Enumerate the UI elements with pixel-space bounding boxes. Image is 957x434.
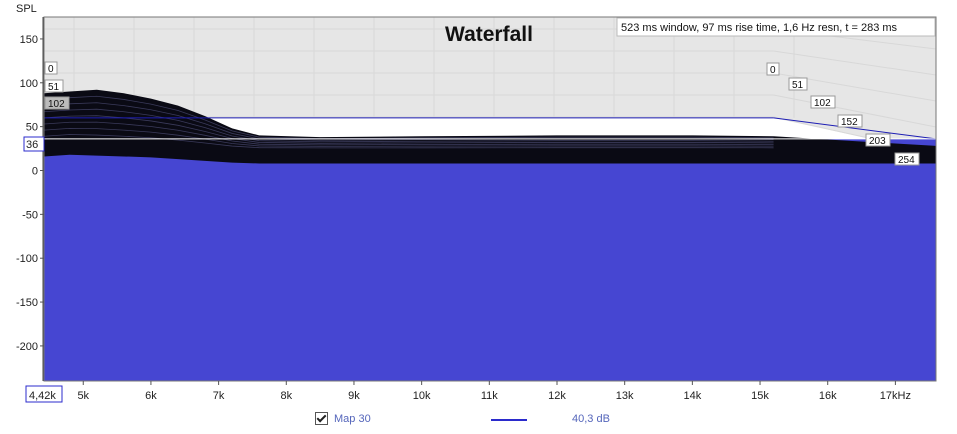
time-label: 51 <box>792 80 804 91</box>
legend-line-swatch <box>491 419 527 421</box>
time-label: 102 <box>814 98 831 109</box>
info-text: 523 ms window, 97 ms rise time, 1,6 Hz r… <box>621 22 898 34</box>
y-tick-label: -50 <box>22 209 38 221</box>
plot-border <box>43 16 937 382</box>
y-tick-labels: 150 100 50 0 -50 -100 -150 -200 <box>16 34 44 353</box>
time-label-box-left <box>44 79 64 93</box>
time-label: 254 <box>898 155 915 166</box>
waterfall-surface <box>43 89 937 164</box>
x-tick-label: 11k <box>481 390 498 402</box>
info-box <box>616 17 936 37</box>
x-start-label: 4,42k <box>29 390 56 402</box>
time-label-box <box>788 77 808 91</box>
back-grid-line <box>773 94 937 128</box>
y-cursor-box[interactable]: 36 <box>23 136 45 152</box>
time-label-left: 102 <box>48 99 65 110</box>
x-tick-label: 7k <box>213 390 225 402</box>
time-label-left: 0 <box>48 64 54 75</box>
legend-level-value: 40,3 dB <box>572 413 610 425</box>
x-tick-label: 12k <box>548 390 566 402</box>
legend-checkbox[interactable] <box>315 412 328 425</box>
x-tick-label: 6k <box>145 390 157 402</box>
y-tick-label: -200 <box>16 341 38 353</box>
y-tick-label: 0 <box>32 165 38 177</box>
surface-slice <box>43 127 774 147</box>
surface-slice <box>43 108 774 143</box>
back-grid-line <box>773 50 937 76</box>
time-label-box <box>810 95 836 109</box>
time-label-box <box>837 114 863 128</box>
x-tick-label: 15k <box>751 390 769 402</box>
time-labels: 0 51 102 152 203 254 0 51 102 <box>44 61 920 166</box>
time-label-box <box>894 152 920 166</box>
x-tick-label: 10k <box>413 390 431 402</box>
fill-region <box>44 138 936 381</box>
x-tick-label: 8k <box>280 390 292 402</box>
time-label: 0 <box>770 65 776 76</box>
x-tick-labels: 5k 6k 7k 8k 9k 10k 11k 12k 13k 14k 15k 16k 17kHz <box>77 381 911 402</box>
legend: Map 30 40,3 dB <box>0 409 957 431</box>
legend-series-name: Map 30 <box>334 413 371 425</box>
y-cursor-label: 36 <box>26 139 38 151</box>
x-tick-label: 14k <box>683 390 701 402</box>
x-tick-label: 16k <box>819 390 837 402</box>
time-label-box <box>865 133 891 147</box>
plot-frame <box>42 16 937 382</box>
y-axis-label: SPL <box>16 3 37 15</box>
x-tick-label: 13k <box>616 390 634 402</box>
x-tick-label: 9k <box>348 390 360 402</box>
surface-slice <box>43 134 774 149</box>
x-tick-label: 17kHz <box>880 390 911 402</box>
x-start-box[interactable]: 4,42k <box>25 385 63 403</box>
y-tick-label: 150 <box>20 34 38 46</box>
chart-title: Waterfall <box>445 23 533 46</box>
time-label: 203 <box>869 136 886 147</box>
surface-body <box>44 89 936 164</box>
surface-slice <box>43 95 774 140</box>
time-label-box <box>766 62 780 76</box>
time-label: 152 <box>841 117 858 128</box>
time-label-box-left <box>44 61 58 75</box>
y-tick-label: 100 <box>20 78 38 90</box>
time-label-box-left <box>44 96 70 110</box>
front-slice-line <box>773 117 937 140</box>
fill-area <box>44 138 936 381</box>
y-tick-label: -150 <box>16 297 38 309</box>
surface-slice <box>43 115 774 144</box>
y-tick-label: -100 <box>16 253 38 265</box>
x-tick-label: 5k <box>77 390 89 402</box>
y-tick-label: 50 <box>26 122 38 134</box>
surface-slice <box>43 121 774 146</box>
time-label-left: 51 <box>48 82 60 93</box>
